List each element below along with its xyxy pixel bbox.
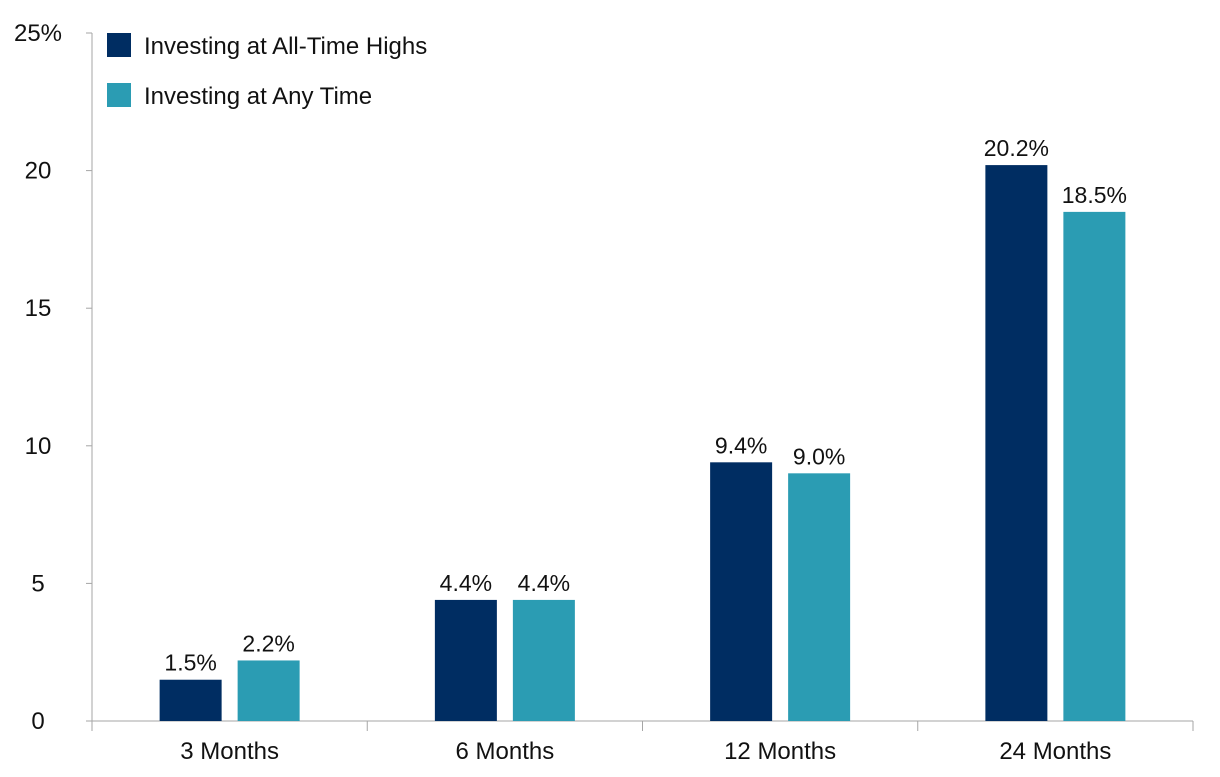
data-label: 4.4% [440, 570, 492, 596]
bar [512, 599, 575, 721]
x-tick-label: 24 Months [999, 738, 1111, 765]
legend-label: Investing at All-Time Highs [144, 33, 427, 60]
legend: Investing at All-Time Highs Investing at … [107, 33, 427, 110]
data-label: 1.5% [164, 650, 216, 676]
bar [237, 660, 300, 721]
data-label: 18.5% [1062, 182, 1127, 208]
legend-swatch [107, 83, 131, 107]
x-tick-label: 3 Months [180, 738, 279, 765]
y-tick-label: 0 [31, 708, 44, 735]
y-tick-label: 25% [14, 20, 62, 47]
legend-swatch [107, 33, 131, 57]
data-label: 2.2% [242, 630, 294, 656]
bar [159, 679, 222, 721]
bar [434, 599, 497, 721]
data-label: 9.4% [715, 432, 767, 458]
y-tick-label: 15 [25, 295, 52, 322]
data-labels: 1.5% 2.2% 4.4% 4.4% 9.4% 9.0% 20.2% 18.5% [164, 135, 1127, 676]
x-tick-label: 6 Months [456, 738, 555, 765]
y-tick-label: 5 [31, 570, 44, 597]
bars [159, 165, 1126, 721]
bar [710, 462, 773, 721]
bar [985, 165, 1048, 721]
bar [788, 473, 851, 721]
data-label: 4.4% [518, 570, 570, 596]
axes: 0 5 10 15 20 25% 3 Months 6 Months 12 Months 24 M… [14, 20, 1194, 765]
y-tick-label: 10 [25, 433, 52, 460]
data-label: 9.0% [793, 443, 845, 469]
bar [1063, 211, 1126, 721]
x-tick-label: 12 Months [724, 738, 836, 765]
data-label: 20.2% [984, 135, 1049, 161]
y-tick-label: 20 [25, 158, 52, 185]
legend-label: Investing at Any Time [144, 83, 372, 110]
